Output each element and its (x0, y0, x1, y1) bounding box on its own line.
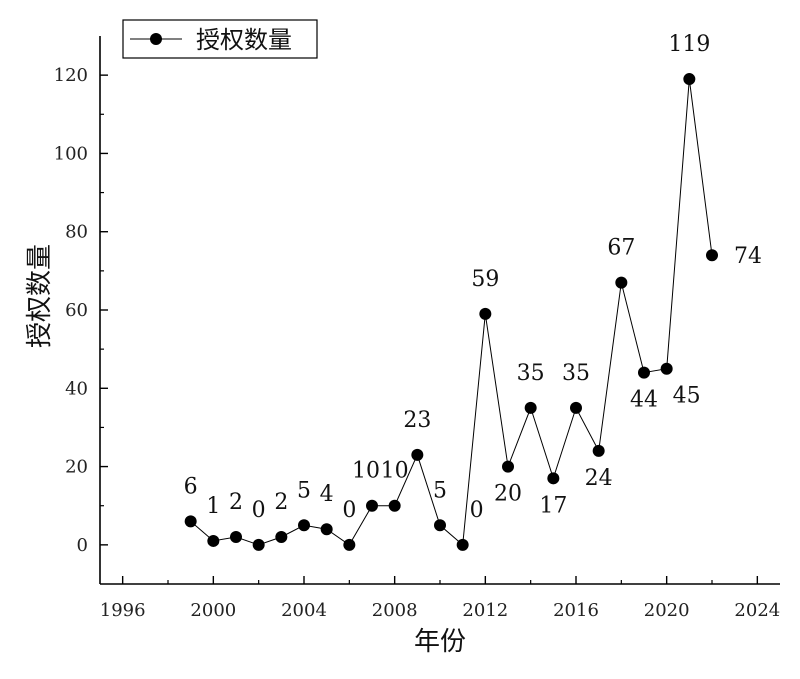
x-tick-label: 2016 (553, 600, 599, 621)
data-point (524, 401, 537, 414)
data-label: 74 (734, 244, 762, 269)
data-label: 0 (342, 498, 356, 523)
x-tick-label: 2000 (190, 600, 236, 621)
legend-entry-label: 授权数量 (196, 26, 292, 54)
data-label: 2 (229, 490, 243, 515)
data-label: 5 (433, 478, 447, 503)
x-tick-label: 2012 (462, 600, 508, 621)
y-tick-label: 0 (77, 535, 88, 556)
data-point (660, 362, 673, 375)
y-tick-label: 120 (54, 65, 88, 86)
legend: 授权数量 (122, 19, 318, 59)
x-tick-label: 1996 (100, 600, 146, 621)
data-label: 45 (673, 384, 701, 409)
data-point (456, 538, 469, 551)
data-point (615, 276, 628, 289)
data-point (366, 499, 378, 512)
data-point (683, 73, 696, 86)
data-point (411, 448, 424, 461)
x-axis-title: 年份 (414, 627, 466, 657)
data-point (184, 515, 197, 528)
data-point (207, 534, 220, 547)
data-label: 35 (562, 361, 590, 386)
data-point (638, 366, 650, 379)
data-point (706, 249, 718, 262)
data-label: 23 (403, 408, 431, 433)
data-point (479, 307, 492, 320)
data-point (547, 472, 560, 485)
data-label: 0 (470, 498, 484, 523)
data-label: 0 (252, 498, 266, 523)
x-tick-label: 2004 (281, 600, 327, 621)
data-label: 2 (274, 490, 288, 515)
data-label: 35 (517, 361, 545, 386)
data-points (184, 73, 718, 551)
data-point (388, 499, 401, 512)
data-label: 119 (668, 32, 710, 57)
x-tick-label: 2020 (644, 600, 690, 621)
series-polyline (190, 79, 713, 546)
data-point (570, 401, 582, 414)
y-tick-label: 40 (65, 378, 88, 399)
data-point (230, 531, 242, 544)
data-label: 1 (206, 494, 220, 519)
series-line (190, 79, 713, 546)
data-point (320, 523, 333, 536)
y-tick-label: 100 (54, 143, 88, 164)
data-label: 20 (494, 482, 522, 507)
data-label: 24 (585, 466, 613, 491)
data-label: 59 (471, 267, 499, 292)
y-tick-label: 80 (65, 222, 88, 243)
data-label: 6 (184, 474, 198, 499)
data-point (502, 460, 514, 473)
y-tick-label: 20 (65, 457, 88, 478)
data-label: 17 (539, 493, 567, 518)
data-label: 10 (381, 459, 409, 484)
data-point (592, 444, 605, 457)
data-point (298, 519, 310, 532)
legend-point-marker (150, 33, 162, 45)
data-point (252, 538, 265, 551)
data-point (343, 538, 356, 551)
data-label: 5 (297, 478, 311, 503)
data-label: 67 (607, 236, 635, 261)
x-tick-label: 2008 (372, 600, 418, 621)
data-label: 10 (352, 459, 380, 484)
y-axis-title: 授权数量 (25, 244, 55, 348)
y-tick-label: 60 (65, 300, 88, 321)
data-point (434, 519, 446, 532)
data-label: 44 (630, 388, 658, 413)
data-point (275, 531, 288, 544)
x-tick-label: 2024 (734, 600, 780, 621)
data-label: 4 (320, 482, 334, 507)
